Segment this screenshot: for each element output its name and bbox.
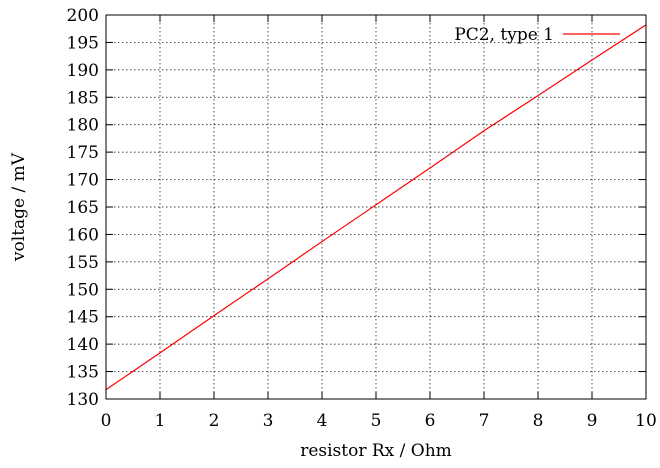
- x-tick-labels: 0 1 2 3 4 5 6 7 8 9 10: [101, 411, 657, 431]
- y-tick-label: 200: [67, 6, 99, 26]
- plot-frame: [105, 14, 647, 400]
- y-tick-label: 130: [67, 390, 99, 410]
- y-tick-label: 195: [67, 33, 99, 53]
- series-line: [105, 24, 647, 391]
- y-tick-label: 180: [67, 116, 99, 136]
- x-tick-label: 9: [587, 411, 598, 431]
- y-tick-label: 190: [67, 61, 99, 81]
- y-tick-label: 165: [67, 198, 99, 218]
- y-tick-label: 175: [67, 143, 99, 163]
- x-tick-label: 6: [425, 411, 436, 431]
- x-tick-label: 7: [479, 411, 490, 431]
- x-tick-label: 4: [317, 411, 328, 431]
- y-tick-labels: 130 135 140 145 150 155 160 165 170 175 180 185 190 1…: [67, 6, 99, 410]
- legend-label: PC2, type 1: [454, 25, 554, 45]
- y-tick-label: 140: [67, 335, 99, 355]
- y-tick-label: 185: [67, 88, 99, 108]
- legend: PC2, type 1: [454, 25, 620, 45]
- x-tick-label: 3: [263, 411, 274, 431]
- y-tick-label: 160: [67, 225, 99, 245]
- series-layer: [105, 24, 647, 391]
- x-tick-label: 2: [209, 411, 220, 431]
- x-tick-label: 8: [533, 411, 544, 431]
- y-tick-label: 155: [67, 253, 99, 273]
- grid: [106, 15, 646, 399]
- y-tick-label: 150: [67, 280, 99, 300]
- x-tick-label: 0: [101, 411, 112, 431]
- y-tick-label: 145: [67, 308, 99, 328]
- y-tick-label: 135: [67, 363, 99, 383]
- x-axis-label: resistor Rx / Ohm: [300, 441, 452, 461]
- x-tick-label: 5: [371, 411, 382, 431]
- y-axis-label: voltage / mV: [9, 152, 29, 262]
- x-tick-label: 1: [155, 411, 166, 431]
- x-tick-label: 10: [635, 411, 657, 431]
- y-tick-label: 170: [67, 171, 99, 191]
